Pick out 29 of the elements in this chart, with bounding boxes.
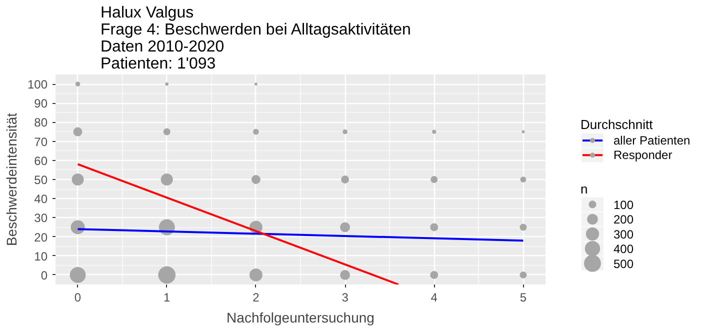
legend-label: 400 <box>614 242 634 256</box>
y-tick-label: 0 <box>40 268 48 282</box>
y-tick-label: 10 <box>34 249 48 264</box>
x-axis-title: Nachfolgeuntersuchung <box>226 310 374 326</box>
x-tick-label: 5 <box>520 290 527 304</box>
y-tick-label: 100 <box>27 78 48 92</box>
x-tick-label: 2 <box>252 290 260 304</box>
x-tick-label: 1 <box>164 290 171 304</box>
legend-label: 100 <box>614 198 634 212</box>
legend-label: 300 <box>614 227 634 242</box>
y-tick-label: 20 <box>34 230 48 244</box>
legend-title: Durchschnitt <box>580 116 654 132</box>
chart-title: Halux Valgus Frage 4: Beschwerden bei Alltagsaktivitäten Daten 2010-2020 Patienten: 1'093 <box>100 4 411 72</box>
text: n <box>580 182 588 197</box>
legend-label: Responder <box>614 148 672 162</box>
legend-label: 200 <box>614 212 634 227</box>
y-tick-label: 90 <box>34 96 48 111</box>
y-tick-label: 60 <box>34 154 48 168</box>
legend-label: aller Patienten <box>614 133 690 148</box>
x-tick-label: 3 <box>342 290 349 304</box>
y-tick-label: 50 <box>34 173 48 187</box>
x-tick-label: 4 <box>430 290 438 304</box>
x-tick-label: 0 <box>74 290 82 304</box>
y-tick-label: 80 <box>34 116 48 130</box>
y-tick-label: 40 <box>34 192 48 206</box>
y-tick-label: 70 <box>34 134 48 149</box>
y-axis-title: Beschwerdeintensität <box>3 112 20 246</box>
y-tick-label: 30 <box>34 211 48 226</box>
legend-label: 500 <box>614 256 634 271</box>
